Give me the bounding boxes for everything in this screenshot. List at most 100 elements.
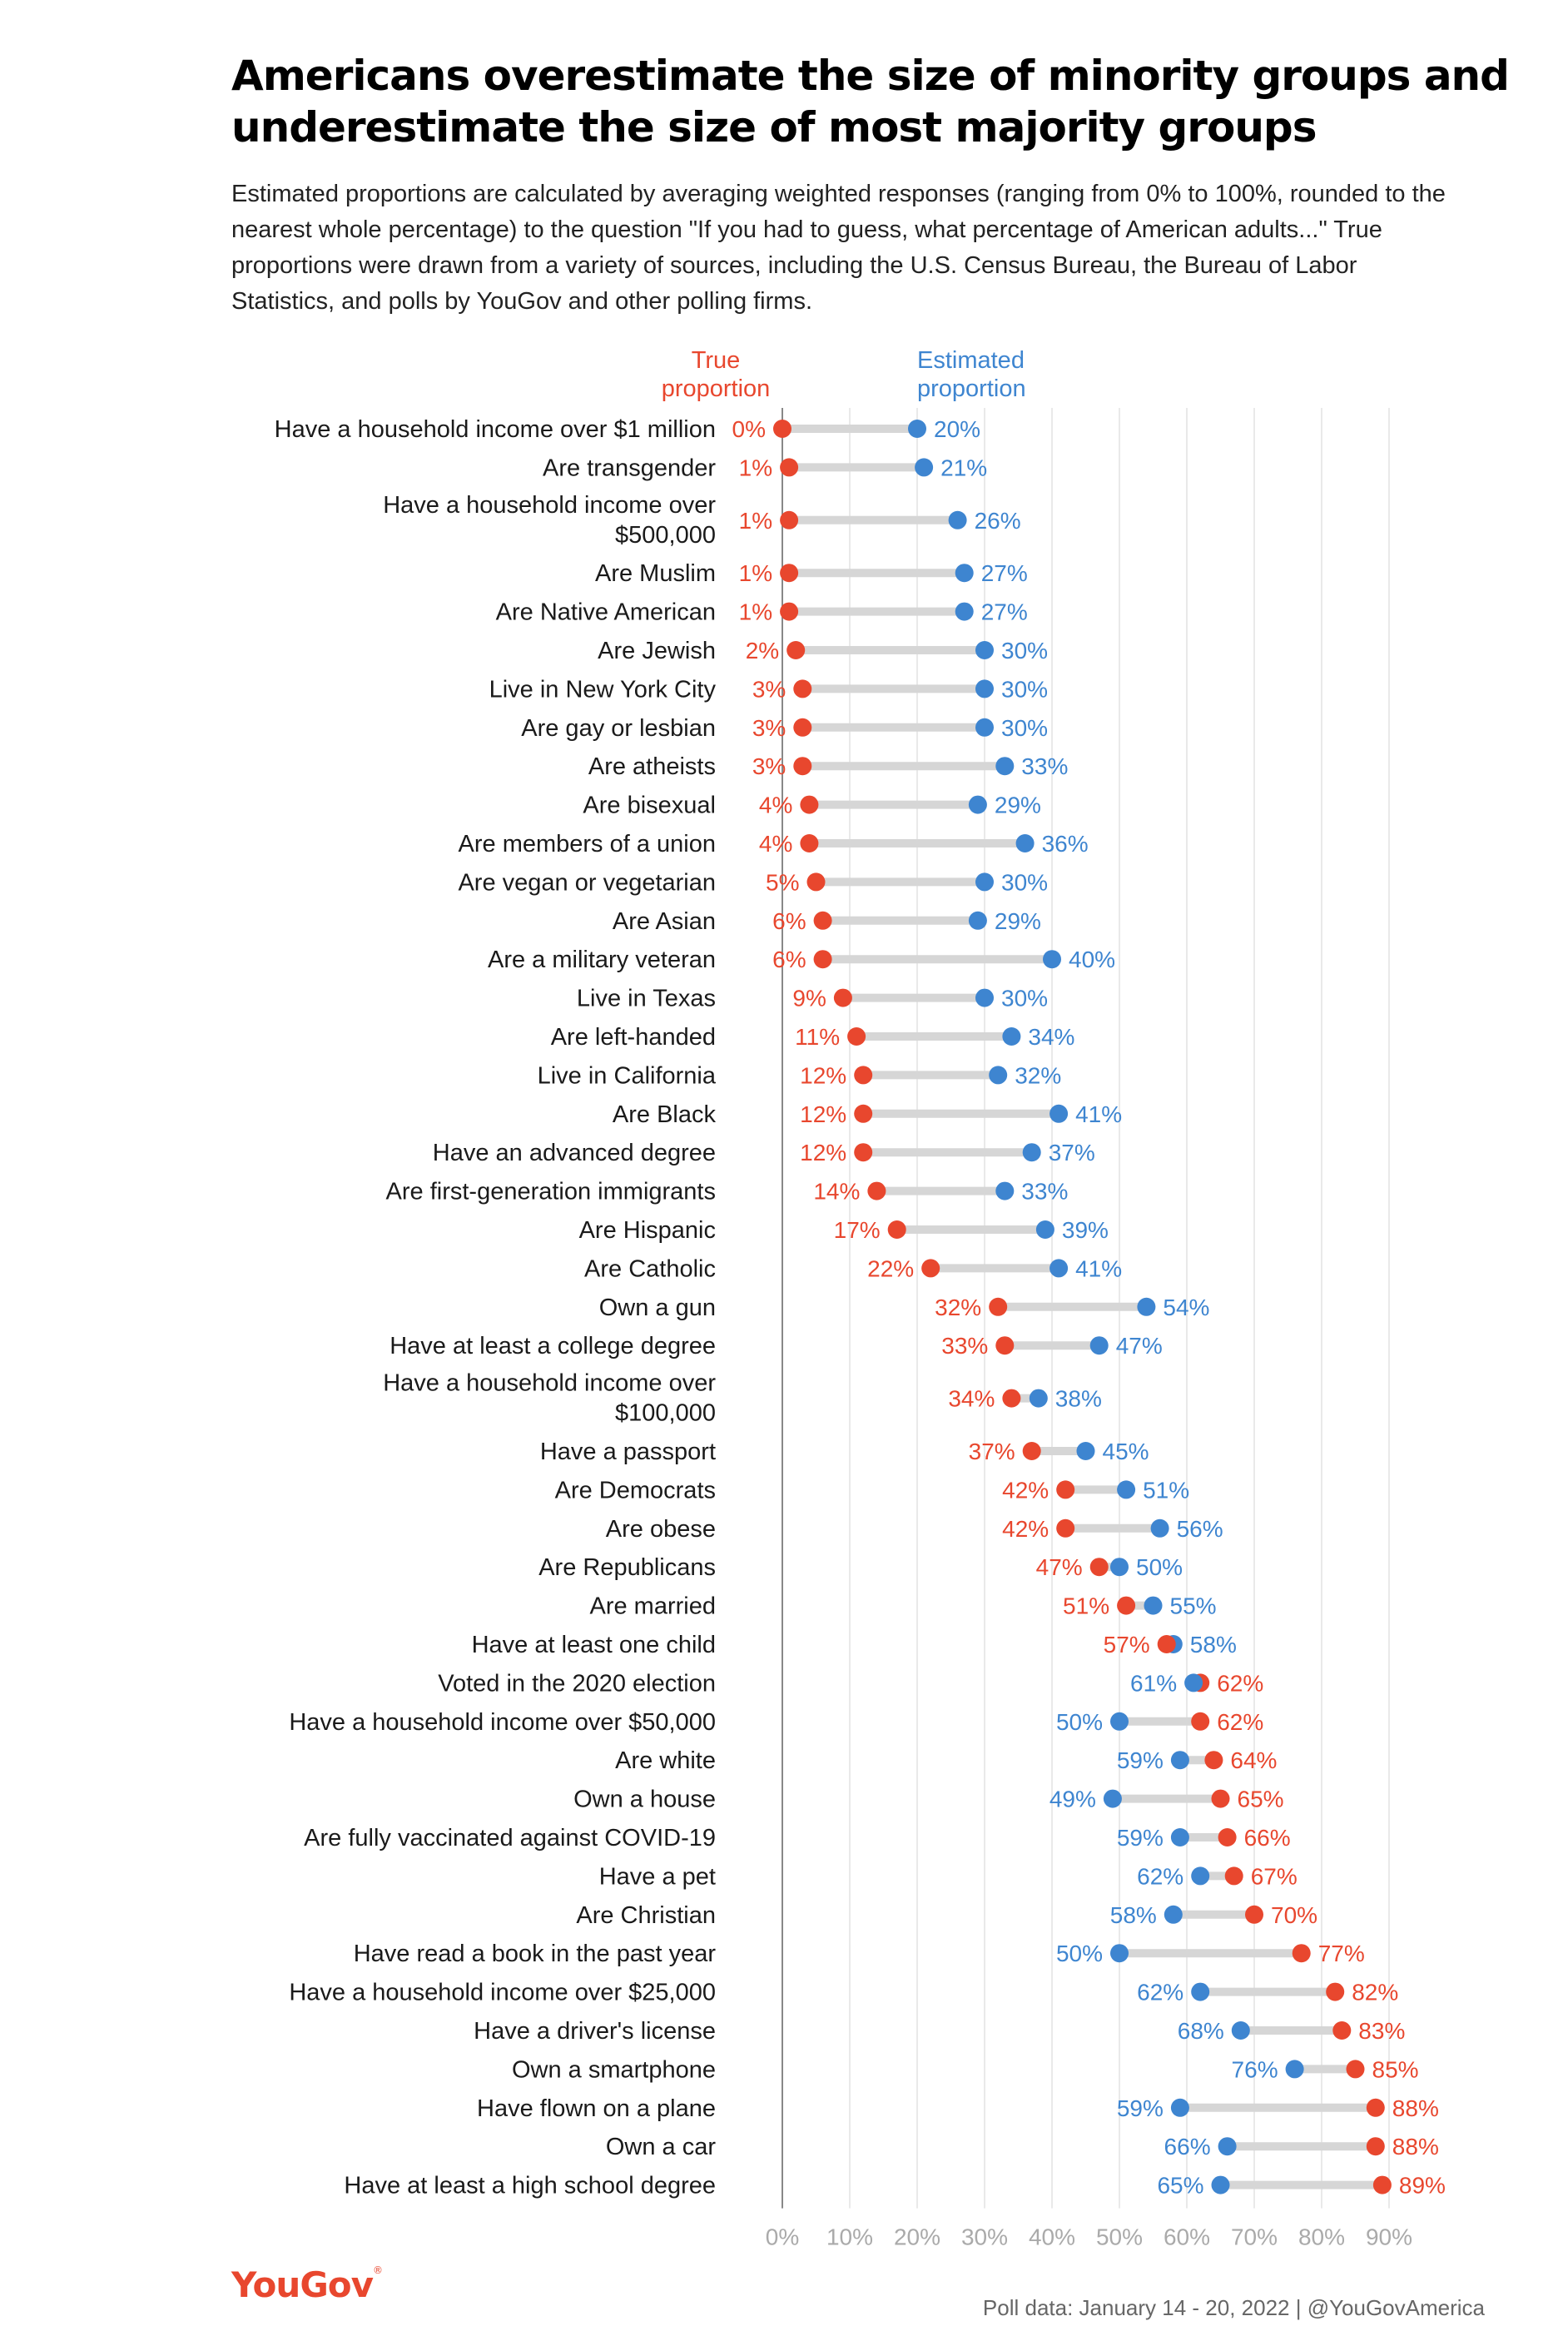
- legend-estimated-label: proportion: [917, 375, 1026, 402]
- true-dot: [995, 1336, 1015, 1355]
- true-dot: [813, 950, 832, 969]
- chart-row: Have at least one child 57% 58%: [472, 1632, 1237, 1658]
- chart-row: Own a house 49% 65%: [573, 1787, 1283, 1813]
- estimated-value-label: 38%: [1055, 1386, 1102, 1412]
- true-dot: [989, 1297, 1008, 1316]
- x-tick-label: 90%: [1366, 2224, 1412, 2248]
- true-value-label: 85%: [1372, 2056, 1419, 2082]
- estimated-dot: [1049, 1259, 1069, 1278]
- row-label: Have read a book in the past year: [354, 1941, 717, 1967]
- legend-true-label: True: [692, 347, 741, 374]
- x-tick-label: 80%: [1298, 2224, 1345, 2248]
- estimated-value-label: 27%: [981, 599, 1028, 625]
- true-value-label: 88%: [1392, 2134, 1439, 2160]
- true-value-label: 1%: [739, 455, 772, 480]
- chart-row: Have flown on a plane 59% 88%: [477, 2095, 1439, 2122]
- row-label: Are members of a union: [459, 831, 716, 857]
- estimated-dot: [1191, 1866, 1210, 1886]
- true-value-label: 11%: [795, 1024, 840, 1050]
- estimated-value-label: 47%: [1116, 1333, 1163, 1359]
- estimated-value-label: 33%: [1021, 753, 1068, 779]
- estimated-dot: [975, 641, 994, 659]
- estimated-dot: [1110, 1944, 1129, 1963]
- true-dot: [1002, 1389, 1021, 1408]
- estimated-value-label: 45%: [1103, 1439, 1149, 1464]
- true-dot: [786, 641, 806, 659]
- true-dot: [793, 718, 812, 737]
- true-value-label: 70%: [1271, 1902, 1317, 1928]
- row-label: $500,000: [615, 522, 716, 549]
- true-dot: [854, 1104, 873, 1123]
- true-value-label: 34%: [948, 1386, 995, 1412]
- chart-row: Are Jewish 2% 30%: [598, 638, 1048, 664]
- row-label: Are Black: [613, 1101, 717, 1128]
- true-value-label: 62%: [1217, 1670, 1263, 1696]
- estimated-dot: [1211, 2175, 1230, 2194]
- row-label: Are Christian: [576, 1902, 716, 1929]
- chart-row: Are Black 12% 41%: [613, 1101, 1122, 1128]
- true-value-label: 33%: [941, 1333, 988, 1359]
- chart-row: Are Catholic 22% 41%: [584, 1255, 1122, 1282]
- true-dot: [1366, 2137, 1385, 2156]
- x-tick-label: 0%: [766, 2224, 799, 2248]
- chart-title: Americans overestimate the size of minor…: [231, 52, 1510, 152]
- row-label: Are a military veteran: [488, 947, 716, 973]
- chart-row: Own a car 66% 88%: [606, 2134, 1439, 2160]
- true-value-label: 57%: [1104, 1632, 1150, 1658]
- chart-row: Are members of a union 4% 36%: [459, 831, 1089, 857]
- estimated-dot: [1002, 1027, 1021, 1046]
- chart-row: Are a military veteran 6% 40%: [488, 947, 1115, 973]
- chart-row: Have at least a college degree 33% 47%: [390, 1333, 1163, 1359]
- chart-row: Are Hispanic 17% 39%: [579, 1217, 1109, 1244]
- row-label: Are Asian: [613, 908, 716, 935]
- row-label: Own a gun: [599, 1295, 716, 1321]
- true-value-label: 42%: [1002, 1516, 1049, 1542]
- estimated-value-label: 20%: [934, 416, 980, 442]
- true-dot: [1056, 1480, 1075, 1499]
- row-label: Are Catholic: [584, 1255, 716, 1282]
- row-label: Are white: [615, 1747, 716, 1774]
- true-value-label: 4%: [759, 793, 792, 818]
- true-dot: [780, 564, 799, 583]
- true-dot: [854, 1143, 873, 1162]
- estimated-dot: [975, 718, 994, 737]
- row-label: Are Muslim: [595, 560, 716, 587]
- estimated-dot: [1015, 834, 1035, 852]
- row-label: Live in Texas: [577, 986, 716, 1012]
- true-dot: [1245, 1905, 1263, 1924]
- estimated-value-label: 54%: [1163, 1295, 1209, 1320]
- true-value-label: 3%: [752, 715, 786, 741]
- estimated-value-label: 39%: [1062, 1217, 1109, 1243]
- poll-credit: Poll data: January 14 - 20, 2022 | @YouG…: [982, 2295, 1485, 2320]
- chart-row: Are first-generation immigrants 14% 33%: [386, 1179, 1069, 1205]
- chart-row: Have a household income over $100,000 34% 3…: [383, 1370, 1102, 1427]
- row-label: Have an advanced degree: [433, 1140, 716, 1166]
- x-axis: 0% 10% 20% 30% 40% 50% 60% 70% 80% 90%: [766, 2224, 1412, 2248]
- estimated-dot: [1184, 1673, 1203, 1692]
- true-dot: [921, 1259, 940, 1278]
- true-value-label: 6%: [772, 908, 806, 934]
- yougov-logo: YouGov®: [231, 2264, 383, 2305]
- true-dot: [1056, 1518, 1075, 1538]
- estimated-value-label: 41%: [1075, 1255, 1122, 1281]
- estimated-dot: [989, 1066, 1008, 1085]
- estimated-dot: [1103, 1789, 1122, 1808]
- row-label: Have a household income over: [383, 1370, 716, 1397]
- estimated-value-label: 30%: [1001, 986, 1048, 1011]
- estimated-dot: [1117, 1480, 1136, 1499]
- true-value-label: 14%: [813, 1179, 860, 1205]
- true-dot: [854, 1066, 873, 1085]
- true-dot: [1204, 1751, 1223, 1770]
- true-dot: [847, 1027, 866, 1046]
- estimated-value-label: 40%: [1069, 947, 1115, 972]
- estimated-dot: [1191, 1982, 1210, 2001]
- estimated-value-label: 41%: [1075, 1101, 1122, 1127]
- estimated-value-label: 36%: [1042, 831, 1089, 857]
- chart-row: Have a household income over $500,000 1% 26…: [383, 492, 1020, 549]
- x-tick-label: 70%: [1231, 2224, 1278, 2248]
- chart-subtitle: Estimated proportions are calculated by …: [231, 181, 1446, 315]
- row-label: Have a household income over $25,000: [289, 1980, 716, 2006]
- row-label: Own a smartphone: [512, 2056, 716, 2083]
- chart-row: Live in New York City 3% 30%: [489, 676, 1048, 703]
